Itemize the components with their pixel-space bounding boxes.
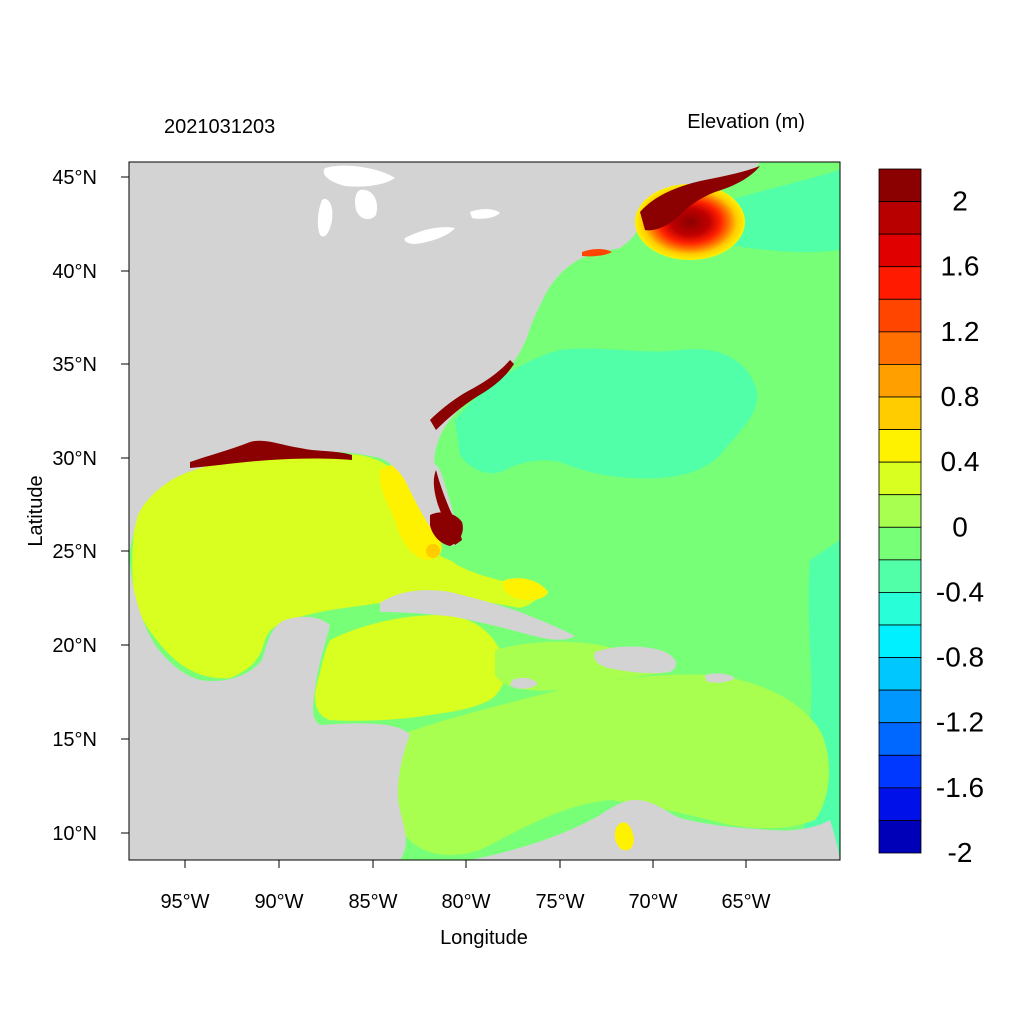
colorbar-label: -1.2 bbox=[936, 707, 984, 738]
x-tick-label: 95°W bbox=[160, 891, 209, 913]
colorbar-label: 0.8 bbox=[941, 381, 980, 412]
x-tick-label: 65°W bbox=[721, 891, 770, 913]
colorbar-swatch bbox=[879, 723, 921, 756]
y-tick-label: 35°N bbox=[52, 354, 97, 376]
surge-spot-keys bbox=[426, 544, 440, 558]
colorbar-swatch bbox=[879, 169, 921, 202]
colorbar-label: -0.8 bbox=[936, 642, 984, 673]
y-tick-label: 20°N bbox=[52, 635, 97, 657]
colorbar-swatch bbox=[879, 267, 921, 300]
colorbar-label: 1.2 bbox=[941, 316, 980, 347]
x-tick-label: 90°W bbox=[254, 891, 303, 913]
colorbar-label: 0.4 bbox=[941, 446, 980, 477]
colorbar-swatch bbox=[879, 690, 921, 723]
colorbar-swatch bbox=[879, 527, 921, 560]
y-axis-title: Latitude bbox=[25, 475, 47, 546]
colorbar-swatch bbox=[879, 560, 921, 593]
colorbar-label: -0.4 bbox=[936, 576, 984, 607]
colorbar-swatch bbox=[879, 332, 921, 365]
y-tick-label: 30°N bbox=[52, 448, 97, 470]
x-axis-title: Longitude bbox=[440, 927, 528, 949]
colorbar-swatch bbox=[879, 592, 921, 625]
y-tick-label: 10°N bbox=[52, 823, 97, 845]
y-tick-label: 15°N bbox=[52, 729, 97, 751]
y-axis: 45°N 40°N 35°N 30°N 25°N 20°N 15°N 10°N … bbox=[25, 167, 129, 845]
date-title: 2021031203 bbox=[164, 116, 275, 138]
colorbar-label: -1.6 bbox=[936, 772, 984, 803]
map-panel bbox=[129, 162, 840, 860]
colorbar-swatch bbox=[879, 462, 921, 495]
colorbar-swatch bbox=[879, 625, 921, 658]
x-tick-label: 80°W bbox=[441, 891, 490, 913]
colorbar-swatch bbox=[879, 234, 921, 267]
colorbar-swatch bbox=[879, 202, 921, 235]
variable-title: Elevation (m) bbox=[687, 111, 805, 133]
x-axis: 95°W 90°W 85°W 80°W 75°W 70°W 65°W Longi… bbox=[160, 860, 770, 949]
colorbar-swatch bbox=[879, 430, 921, 463]
colorbar-label: 2 bbox=[952, 186, 968, 217]
y-tick-label: 25°N bbox=[52, 541, 97, 563]
colorbar-swatch bbox=[879, 364, 921, 397]
colorbar-labels: 2 1.6 1.2 0.8 0.4 0 -0.4 -0.8 -1.2 -1.6 -2 bbox=[936, 186, 984, 868]
y-tick-label: 40°N bbox=[52, 261, 97, 283]
colorbar-swatch bbox=[879, 820, 921, 853]
colorbar-label: 0 bbox=[952, 511, 968, 542]
y-tick-label: 45°N bbox=[52, 167, 97, 189]
colorbar-swatch bbox=[879, 495, 921, 528]
colorbar-swatch bbox=[879, 755, 921, 788]
colorbar-label: 1.6 bbox=[941, 251, 980, 282]
colorbar-swatch bbox=[879, 397, 921, 430]
colorbar-swatch bbox=[879, 299, 921, 332]
x-tick-label: 85°W bbox=[348, 891, 397, 913]
colorbar-swatch bbox=[879, 788, 921, 821]
colorbar-label: -2 bbox=[948, 837, 973, 868]
colorbar-swatch bbox=[879, 658, 921, 691]
colorbar bbox=[879, 169, 921, 853]
x-tick-label: 75°W bbox=[535, 891, 584, 913]
x-tick-label: 70°W bbox=[628, 891, 677, 913]
